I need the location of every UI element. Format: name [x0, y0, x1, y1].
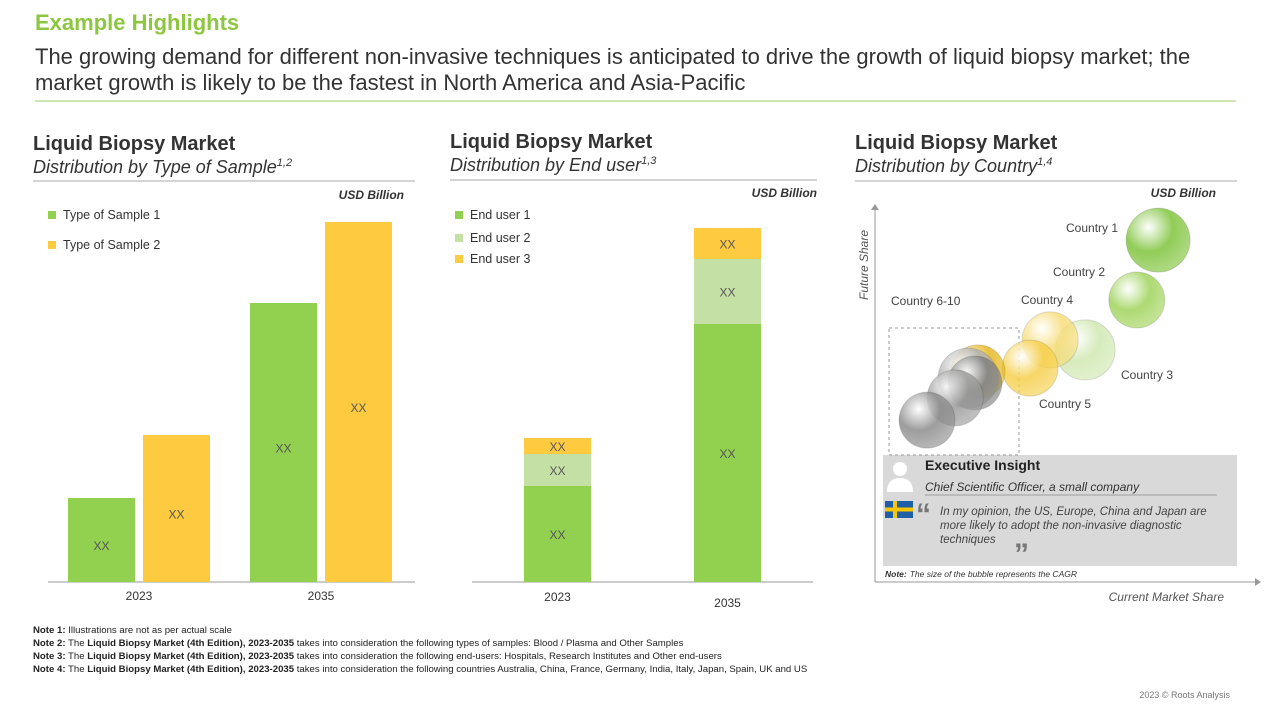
x-tick-label: 2023	[544, 590, 571, 604]
note-label: Note 2:	[33, 638, 66, 649]
bubble-label: Country 6-10	[891, 294, 961, 308]
bar-segment	[524, 486, 591, 582]
value-label: XX	[549, 440, 565, 454]
note: Note 4: The Liquid Biopsy Market (4th Ed…	[33, 663, 807, 676]
legend-label: End user 1	[470, 208, 531, 222]
insight-title: Executive Insight	[925, 457, 1040, 473]
legend-label: Type of Sample 2	[63, 238, 160, 252]
value-label: XX	[275, 442, 291, 456]
note-bold: Liquid Biopsy Market (4th Edition), 2023…	[87, 651, 295, 662]
unit-label: USD Billion	[1151, 186, 1216, 200]
legend-swatch	[48, 211, 56, 219]
insight-quote: In my opinion, the US, Europe, China and…	[940, 506, 1207, 546]
y-axis-arrow	[871, 204, 879, 210]
bubble-label: Country 1	[1066, 221, 1118, 235]
bubble-note: Note: The size of the bubble represents t…	[885, 569, 1077, 579]
subtitle-text: Distribution by Type of Sample	[33, 157, 277, 177]
note-pre: The	[68, 638, 85, 649]
subtitle-sup: 1,2	[277, 157, 292, 169]
unit-label: USD Billion	[339, 188, 404, 202]
chart-subtitle: Distribution by Country1,4	[855, 156, 1052, 176]
bar-segment	[524, 438, 591, 454]
slide-subtitle: The growing demand for different non-inv…	[35, 44, 1191, 95]
subtitle-text: Distribution by End user	[450, 155, 642, 175]
quote-close: ”	[1014, 538, 1029, 571]
note-label: Note:	[885, 569, 907, 579]
person-icon	[887, 462, 913, 492]
legend-label: End user 3	[470, 252, 531, 266]
value-label: XX	[168, 508, 184, 522]
note-bold: Liquid Biopsy Market (4th Edition), 2023…	[87, 638, 295, 649]
chart-subtitle: Distribution by Type of Sample1,2	[33, 157, 292, 177]
sweden-flag	[885, 501, 913, 518]
x-tick-label: 2035	[308, 589, 335, 603]
value-label: XX	[719, 447, 735, 461]
unit-label: USD Billion	[752, 186, 817, 200]
footer: 2023 © Roots Analysis	[1139, 690, 1230, 700]
legend-label: Type of Sample 1	[63, 208, 160, 222]
insight-box	[883, 455, 1237, 566]
value-label: XX	[350, 401, 366, 415]
bubble-label: Country 3	[1121, 368, 1173, 382]
bubble	[898, 391, 956, 449]
note-label: Note 1:	[33, 625, 66, 636]
subtitle-text: Distribution by Country	[855, 156, 1038, 176]
note-text: takes into consideration the following e…	[296, 651, 722, 662]
bubble	[1001, 339, 1059, 397]
note-text: The size of the bubble represents the CA…	[910, 569, 1077, 579]
bar	[68, 498, 135, 582]
legend-swatch	[48, 241, 56, 249]
note: Note 2: The Liquid Biopsy Market (4th Ed…	[33, 637, 807, 650]
note-pre: The	[68, 651, 85, 662]
value-label: XX	[719, 238, 735, 252]
value-label: XX	[719, 286, 735, 300]
note: Note 1: Illustrations are not as per act…	[33, 624, 807, 637]
note-label: Note 3:	[33, 651, 66, 662]
value-label: XX	[549, 528, 565, 542]
x-axis-label: Current Market Share	[1109, 590, 1225, 604]
notes: Note 1: Illustrations are not as per act…	[33, 624, 807, 676]
bar	[143, 435, 210, 582]
value-label: XX	[93, 539, 109, 553]
legend-swatch	[455, 255, 463, 263]
chart-title: Liquid Biopsy Market	[855, 132, 1058, 154]
chart-title: Liquid Biopsy Market	[33, 133, 236, 155]
insight-role: Chief Scientific Officer, a small compan…	[925, 480, 1140, 494]
chart-subtitle: Distribution by End user1,3	[450, 155, 657, 175]
note-text: takes into consideration the following c…	[296, 664, 808, 675]
legend-swatch	[455, 211, 463, 219]
subtitle-sup: 1,4	[1037, 156, 1052, 168]
bar-segment	[694, 259, 761, 324]
bubble-label: Country 5	[1039, 397, 1091, 411]
y-axis-label: Future Share	[857, 230, 871, 300]
legend-label: End user 2	[470, 231, 531, 245]
x-tick-label: 2023	[126, 589, 153, 603]
note: Note 3: The Liquid Biopsy Market (4th Ed…	[33, 650, 807, 663]
note-label: Note 4:	[33, 664, 66, 675]
bar	[325, 222, 392, 582]
bar	[250, 303, 317, 582]
note-text: takes into consideration the following t…	[296, 638, 684, 649]
x-tick-label: 2035	[714, 596, 741, 610]
bar-segment	[524, 454, 591, 486]
bubble	[1108, 271, 1166, 329]
chart-title: Liquid Biopsy Market	[450, 131, 653, 153]
subtitle-sup: 1,3	[641, 155, 657, 167]
bubble-label: Country 2	[1053, 265, 1105, 279]
slide-title: Example Highlights	[35, 10, 239, 35]
bubble-label: Country 4	[1021, 293, 1073, 307]
value-label: XX	[549, 464, 565, 478]
legend-swatch	[455, 234, 463, 242]
quote-open: “	[916, 498, 931, 531]
bar-segment	[694, 324, 761, 582]
x-axis-arrow	[1255, 578, 1261, 586]
bubble	[1125, 207, 1191, 273]
note-text: Illustrations are not as per actual scal…	[68, 625, 232, 636]
note-pre: The	[68, 664, 85, 675]
note-bold: Liquid Biopsy Market (4th Edition), 2023…	[87, 664, 295, 675]
bar-segment	[694, 228, 761, 259]
